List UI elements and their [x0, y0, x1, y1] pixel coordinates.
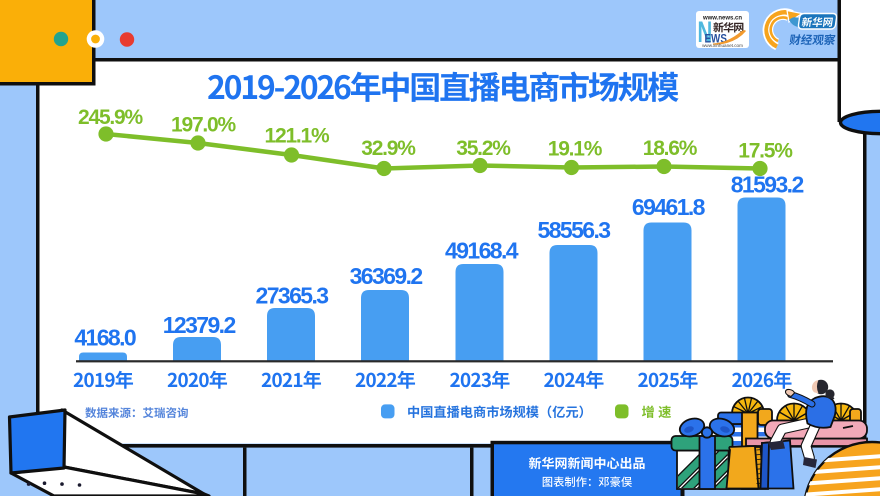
svg-text:81593.2: 81593.2: [731, 171, 804, 197]
svg-text:www.xinhuanet.com: www.xinhuanet.com: [702, 43, 743, 48]
svg-text:69461.8: 69461.8: [632, 194, 706, 220]
svg-text:www.news.cn: www.news.cn: [702, 16, 742, 22]
svg-text:N: N: [698, 16, 713, 49]
svg-text:32.9%: 32.9%: [361, 137, 416, 160]
svg-text:58556.3: 58556.3: [538, 217, 611, 243]
svg-text:18.6%: 18.6%: [643, 137, 698, 160]
svg-text:49168.4: 49168.4: [445, 238, 519, 264]
svg-text:19.1%: 19.1%: [548, 138, 603, 161]
svg-text:121.1%: 121.1%: [264, 125, 330, 148]
svg-text:197.0%: 197.0%: [171, 114, 237, 137]
svg-text:36369.2: 36369.2: [350, 263, 423, 289]
svg-text:27365.3: 27365.3: [256, 283, 329, 309]
svg-text:4168.0: 4168.0: [74, 324, 136, 350]
svg-text:35.2%: 35.2%: [456, 137, 511, 160]
svg-text:245.9%: 245.9%: [78, 106, 144, 129]
svg-text:12379.2: 12379.2: [163, 312, 236, 338]
svg-text:17.5%: 17.5%: [738, 140, 793, 163]
